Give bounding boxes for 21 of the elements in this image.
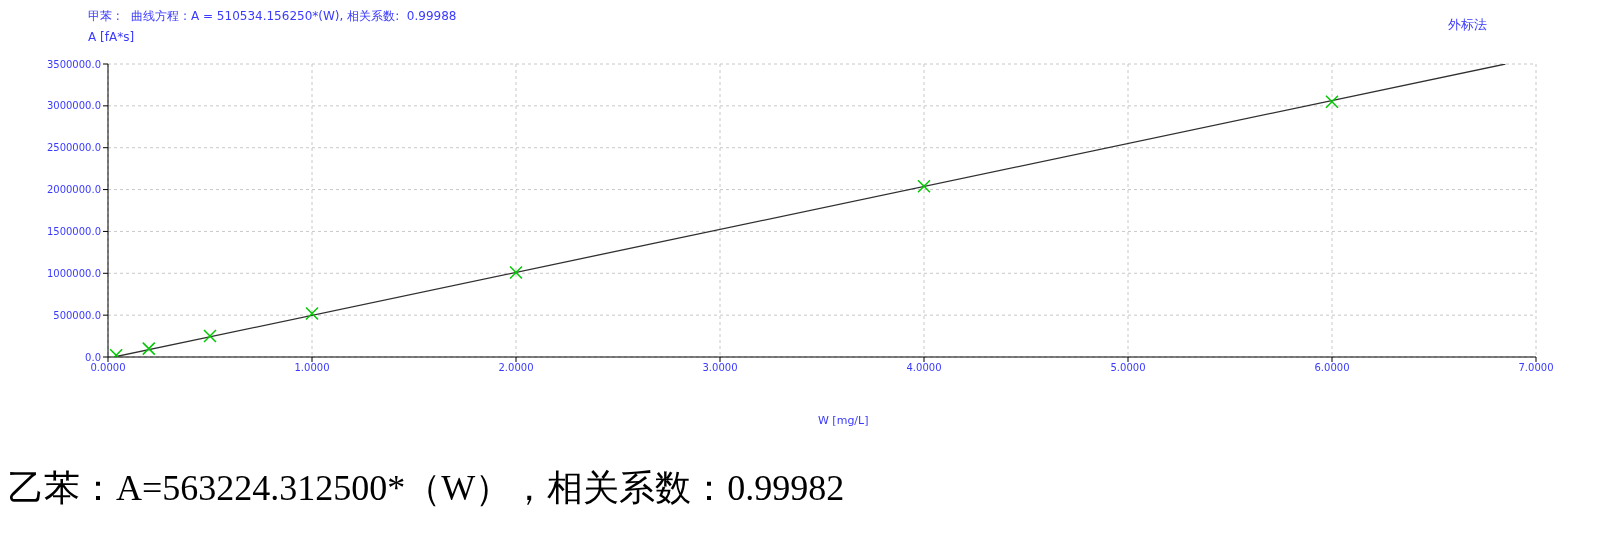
y-axis-title: A [fA*s] [88,30,135,44]
y-tick-label: 0.0 [85,351,101,363]
text: 外标法 [1448,16,1487,34]
x-axis-title: W [mg/L] [818,414,869,427]
x-tick-label: 1.0000 [294,362,330,374]
y-tick-label: 2000000.0 [46,184,101,196]
x-tick-label: 5.0000 [1110,362,1146,374]
y-tick-label: 2500000.0 [46,142,101,154]
y-tick-label: 3500000.0 [46,58,101,70]
y-tick-label: 500000.0 [53,309,101,321]
y-tick-label: 3000000.0 [46,100,101,112]
text: 乙苯：A=563224.312500*（W），相关系数：0.99982 [8,467,846,510]
x-tick-label: 4.0000 [906,362,942,374]
y-tick-label: 1500000.0 [46,225,101,237]
x-tick-label: 0.0000 [90,362,126,374]
x-tick-label: 3.0000 [702,362,738,374]
y-tick-label: 1000000.0 [46,267,101,279]
x-tick-label: 7.0000 [1518,362,1554,374]
x-tick-label: 2.0000 [498,362,534,374]
x-tick-label: 6.0000 [1314,362,1350,374]
chart-title: 甲苯 : 曲线方程 : A = 510534.156250*(W), 相关系数: 0.99988 [88,8,457,25]
